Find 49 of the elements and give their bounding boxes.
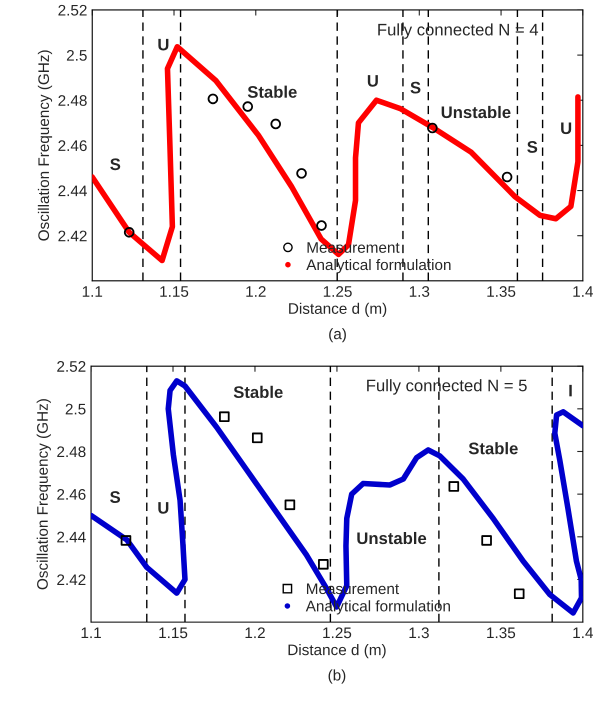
y-axis-title: Oscillation Frequency (GHz) xyxy=(36,399,51,590)
annotation: Fully connected N = 5 xyxy=(367,379,527,395)
x-tick-label: 1.3 xyxy=(409,627,429,638)
annotation: Stable xyxy=(468,442,518,454)
y-tick-label: 2.48 xyxy=(57,446,86,458)
x-tick-label: 1.35 xyxy=(487,627,516,638)
x-tick-label: 1.35 xyxy=(487,286,516,297)
x-tick-label: 1.1 xyxy=(82,286,102,297)
x-tick-label: 1.25 xyxy=(324,286,352,297)
y-tick-label: 2.46 xyxy=(58,140,87,152)
annotation: Unstable xyxy=(357,532,426,544)
annotation: S xyxy=(410,82,420,94)
x-axis-title: Distance d (m) xyxy=(289,302,386,317)
annotation: Stable xyxy=(234,386,283,398)
text: (a) xyxy=(329,328,346,342)
annotation: S xyxy=(110,158,120,170)
y-tick-label: 2.46 xyxy=(57,489,86,500)
annotation: U xyxy=(368,75,378,87)
annotation: Unstable xyxy=(442,106,511,118)
annotation: S xyxy=(527,141,538,153)
y-tick-label: 2.44 xyxy=(58,185,87,196)
text: (b) xyxy=(328,669,346,684)
annotation: U xyxy=(158,502,168,514)
y-axis-title: Oscillation Frequency (GHz) xyxy=(38,50,52,241)
y-tick-label: 2.44 xyxy=(57,532,86,542)
annotation: Stable xyxy=(248,86,297,98)
x-tick-label: 1.15 xyxy=(160,286,188,297)
legend-label: Analytical formulation xyxy=(306,258,450,274)
x-axis-title: Distance d (m) xyxy=(288,644,386,658)
y-tick-label: 2.48 xyxy=(58,95,87,106)
x-tick-label: 1.4 xyxy=(573,628,593,638)
y-tick-label: 2.42 xyxy=(58,230,87,242)
x-tick-label: 1.4 xyxy=(573,286,593,297)
x-tick-label: 1.1 xyxy=(82,628,101,638)
y-tick-label: 2.42 xyxy=(57,574,86,585)
y-tick-label: 2.52 xyxy=(58,4,87,16)
y-tick-label: 2.52 xyxy=(57,361,86,372)
x-tick-label: 1.2 xyxy=(246,286,266,297)
x-tick-label: 1.2 xyxy=(246,627,265,638)
annotation: U xyxy=(561,122,572,134)
y-tick-label: 2.5 xyxy=(66,404,86,415)
x-tick-label: 1.15 xyxy=(159,628,188,638)
x-tick-label: 1.3 xyxy=(410,286,430,297)
x-tick-label: 1.25 xyxy=(323,627,352,638)
annotation: U xyxy=(158,38,168,50)
y-tick-label: 2.5 xyxy=(66,50,87,61)
annotation: I xyxy=(569,384,572,396)
annotation: S xyxy=(110,491,120,503)
annotation: Fully connected N = 4 xyxy=(378,23,538,39)
